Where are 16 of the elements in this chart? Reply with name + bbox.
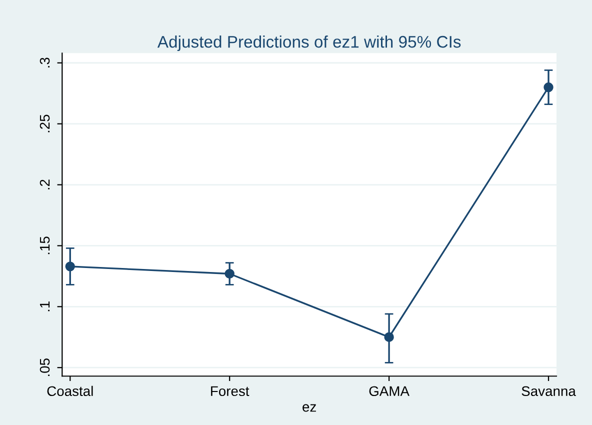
- y-tick-label: .05: [40, 358, 50, 376]
- x-tick-label: GAMA: [369, 386, 410, 396]
- y-tick-label: .3: [40, 58, 50, 68]
- chart-title: Adjusted Predictions of ez1 with 95% CIs: [157, 35, 461, 52]
- y-tick-label: .1: [40, 302, 50, 312]
- x-tick-label: Savanna: [522, 386, 576, 396]
- point: [224, 268, 234, 279]
- y-tick-label: .15: [40, 236, 50, 254]
- point: [384, 332, 394, 342]
- x-tick-label: Coastal: [47, 386, 93, 396]
- y-tick-label: .25: [40, 114, 50, 132]
- point: [65, 262, 75, 272]
- x-axis-title: ez: [302, 404, 316, 412]
- x-tick-label: Forest: [211, 386, 250, 396]
- point: [544, 82, 554, 92]
- y-tick-label: .2: [40, 180, 50, 190]
